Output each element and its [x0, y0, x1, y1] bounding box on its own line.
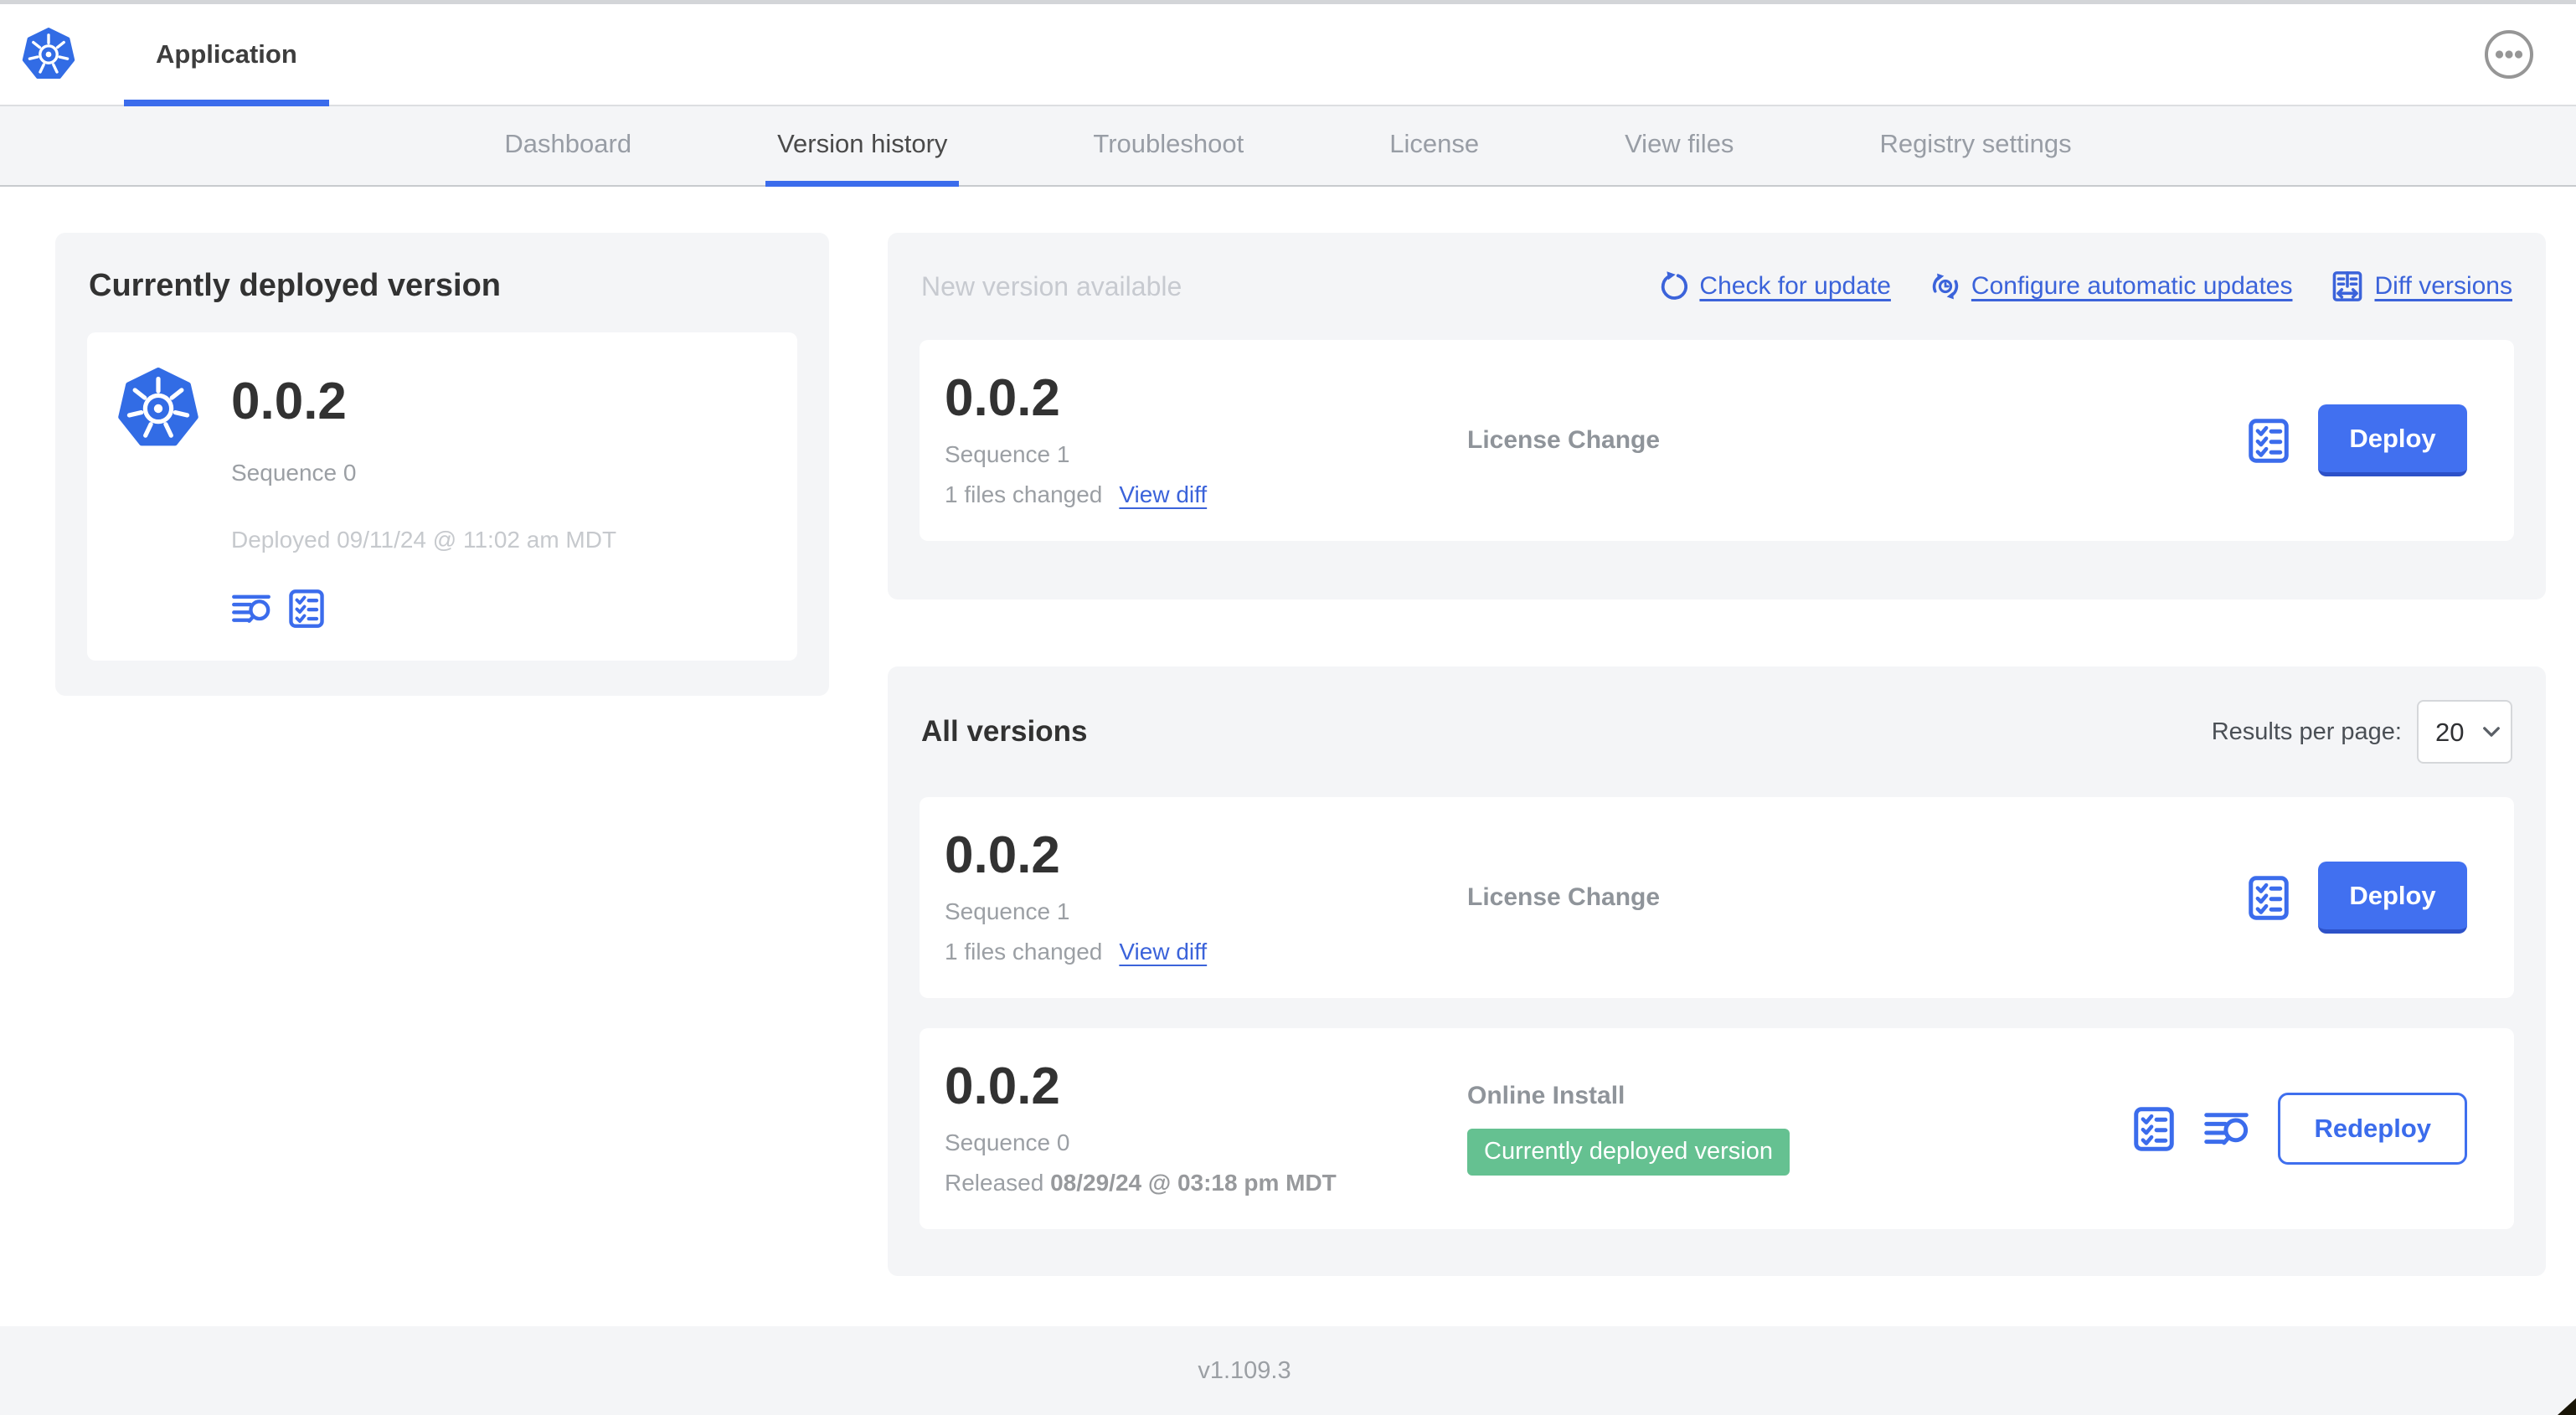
- check-for-update-label: Check for update: [1699, 272, 1891, 300]
- new-version-panel: New version available Check for update C…: [888, 233, 2546, 599]
- top-edge-line: [0, 0, 2576, 4]
- kubernetes-app-icon: [117, 368, 199, 450]
- app-footer: v1.109.3: [0, 1326, 2576, 1415]
- version-info-column: 0.0.2 Sequence 0 Released 08/29/24 @ 03:…: [945, 1061, 1467, 1196]
- ellipsis-icon: [2485, 30, 2533, 79]
- preflight-checks-icon: [2248, 418, 2290, 464]
- new-version-header: New version available Check for update C…: [921, 270, 2512, 303]
- diff-versions-label: Diff versions: [2374, 272, 2512, 300]
- schedule-icon: [1932, 271, 1959, 301]
- tab-troubleshoot[interactable]: Troubleshoot: [1093, 128, 1244, 158]
- tab-registry-settings[interactable]: Registry settings: [1879, 128, 2072, 158]
- configure-automatic-updates-label: Configure automatic updates: [1971, 272, 2293, 300]
- app-title: Application: [156, 39, 297, 69]
- deployed-icon-row: [231, 589, 616, 629]
- diff-versions-link[interactable]: Diff versions: [2331, 270, 2512, 303]
- results-per-page: Results per page: 20: [2212, 700, 2512, 764]
- configure-automatic-updates-link[interactable]: Configure automatic updates: [1929, 270, 2293, 302]
- currently-deployed-badge: Currently deployed version: [1467, 1128, 1790, 1176]
- tab-license[interactable]: License: [1389, 128, 1480, 158]
- all-versions-panel: All versions Results per page: 20: [888, 666, 2546, 1276]
- version-row-sequence-0: 0.0.2 Sequence 0 Released 08/29/24 @ 03:…: [920, 1028, 2514, 1229]
- app-subnav: Dashboard Version history Troubleshoot L…: [0, 106, 2576, 187]
- check-for-update-link[interactable]: Check for update: [1657, 270, 1891, 302]
- deploy-button[interactable]: Deploy: [2318, 404, 2467, 476]
- deployed-version-number: 0.0.2: [231, 373, 347, 430]
- deployed-meta: 0.0.2 Sequence 0 Deployed 09/11/24 @ 11:…: [231, 368, 616, 629]
- new-version-row: 0.0.2 Sequence 1 1 files changed View di…: [920, 340, 2514, 541]
- console-version: v1.109.3: [1198, 1356, 1291, 1384]
- tab-version-history[interactable]: Version history: [765, 106, 960, 187]
- tab-dashboard[interactable]: Dashboard: [504, 128, 632, 158]
- version-info-column: 0.0.2 Sequence 1 1 files changed View di…: [945, 373, 1467, 508]
- right-column: New version available Check for update C…: [888, 233, 2546, 1276]
- version-sequence: Sequence 1: [945, 441, 1070, 467]
- main-content: Currently deployed version 0.0.2 Sequenc…: [0, 187, 2576, 1326]
- preflight-checks-button[interactable]: [288, 589, 325, 629]
- version-actions: Deploy: [2248, 404, 2467, 476]
- version-info-column: 0.0.2 Sequence 1 1 files changed View di…: [945, 830, 1467, 965]
- version-source-label: License Change: [1467, 426, 1661, 454]
- app-header: Application: [0, 4, 2576, 106]
- version-actions: Redeploy: [2133, 1093, 2467, 1165]
- version-source-label: Online Install: [1467, 1081, 1625, 1109]
- version-source-label: License Change: [1467, 883, 1661, 911]
- currently-deployed-card: 0.0.2 Sequence 0 Deployed 09/11/24 @ 11:…: [87, 332, 797, 661]
- deploy-button[interactable]: Deploy: [2318, 862, 2467, 934]
- deploy-logs-button[interactable]: [2203, 1109, 2249, 1149]
- deployed-timestamp: Deployed 09/11/24 @ 11:02 am MDT: [231, 527, 617, 553]
- preflight-checks-button[interactable]: [2133, 1106, 2175, 1152]
- results-per-page-label: Results per page:: [2211, 718, 2402, 745]
- version-actions: Deploy: [2248, 862, 2467, 934]
- all-versions-header: All versions Results per page: 20: [921, 700, 2512, 764]
- app-title-tab[interactable]: Application: [124, 4, 329, 106]
- version-number: 0.0.2: [945, 1057, 1060, 1115]
- deploy-logs-button[interactable]: [231, 591, 271, 626]
- tab-view-files[interactable]: View files: [1625, 128, 1734, 158]
- files-changed-row: 1 files changed View diff: [945, 939, 1467, 965]
- diff-icon: [2333, 271, 2362, 301]
- version-source-column: Online Install Currently deployed versio…: [1467, 1082, 2133, 1176]
- preflight-checks-button[interactable]: [2248, 875, 2290, 921]
- files-changed-label: 1 files changed: [945, 481, 1103, 507]
- version-number: 0.0.2: [945, 369, 1060, 427]
- mouse-cursor-artifact: [2558, 1398, 2576, 1415]
- preflight-checks-icon: [2248, 875, 2290, 921]
- new-version-heading: New version available: [921, 270, 1182, 301]
- preflight-checks-icon: [288, 589, 325, 629]
- currently-deployed-panel: Currently deployed version 0.0.2 Sequenc…: [55, 233, 829, 696]
- deployed-sequence: Sequence 0: [231, 460, 357, 486]
- version-action-links: Check for update Configure automatic upd…: [1657, 270, 2512, 303]
- deploy-logs-icon: [2203, 1109, 2249, 1149]
- view-diff-link[interactable]: View diff: [1119, 939, 1208, 965]
- version-number: 0.0.2: [945, 826, 1060, 884]
- files-changed-label: 1 files changed: [945, 939, 1103, 965]
- refresh-icon: [1662, 270, 1688, 300]
- version-source-column: License Change: [1467, 883, 2248, 912]
- files-changed-row: 1 files changed View diff: [945, 481, 1467, 508]
- released-date: 08/29/24 @ 03:18 pm MDT: [1050, 1170, 1337, 1196]
- overflow-menu-button[interactable]: [2482, 28, 2536, 81]
- redeploy-button[interactable]: Redeploy: [2278, 1093, 2467, 1165]
- currently-deployed-title: Currently deployed version: [89, 268, 502, 303]
- released-timestamp: Released 08/29/24 @ 03:18 pm MDT: [945, 1170, 1467, 1196]
- version-source-column: License Change: [1467, 426, 2248, 455]
- preflight-checks-icon: [2133, 1106, 2175, 1152]
- released-prefix: Released: [945, 1170, 1051, 1196]
- active-app-tab-underline: [124, 100, 329, 106]
- view-diff-link[interactable]: View diff: [1119, 481, 1208, 507]
- version-row-sequence-1: 0.0.2 Sequence 1 1 files changed View di…: [920, 797, 2514, 998]
- preflight-checks-button[interactable]: [2248, 418, 2290, 464]
- kubernetes-logo-icon: [22, 28, 75, 81]
- results-per-page-select[interactable]: 20: [2417, 700, 2512, 764]
- version-sequence: Sequence 0: [945, 1129, 1070, 1155]
- deploy-logs-icon: [231, 591, 271, 626]
- version-sequence: Sequence 1: [945, 898, 1070, 924]
- all-versions-title: All versions: [921, 715, 1088, 748]
- results-per-page-select-wrap: 20: [2417, 700, 2512, 764]
